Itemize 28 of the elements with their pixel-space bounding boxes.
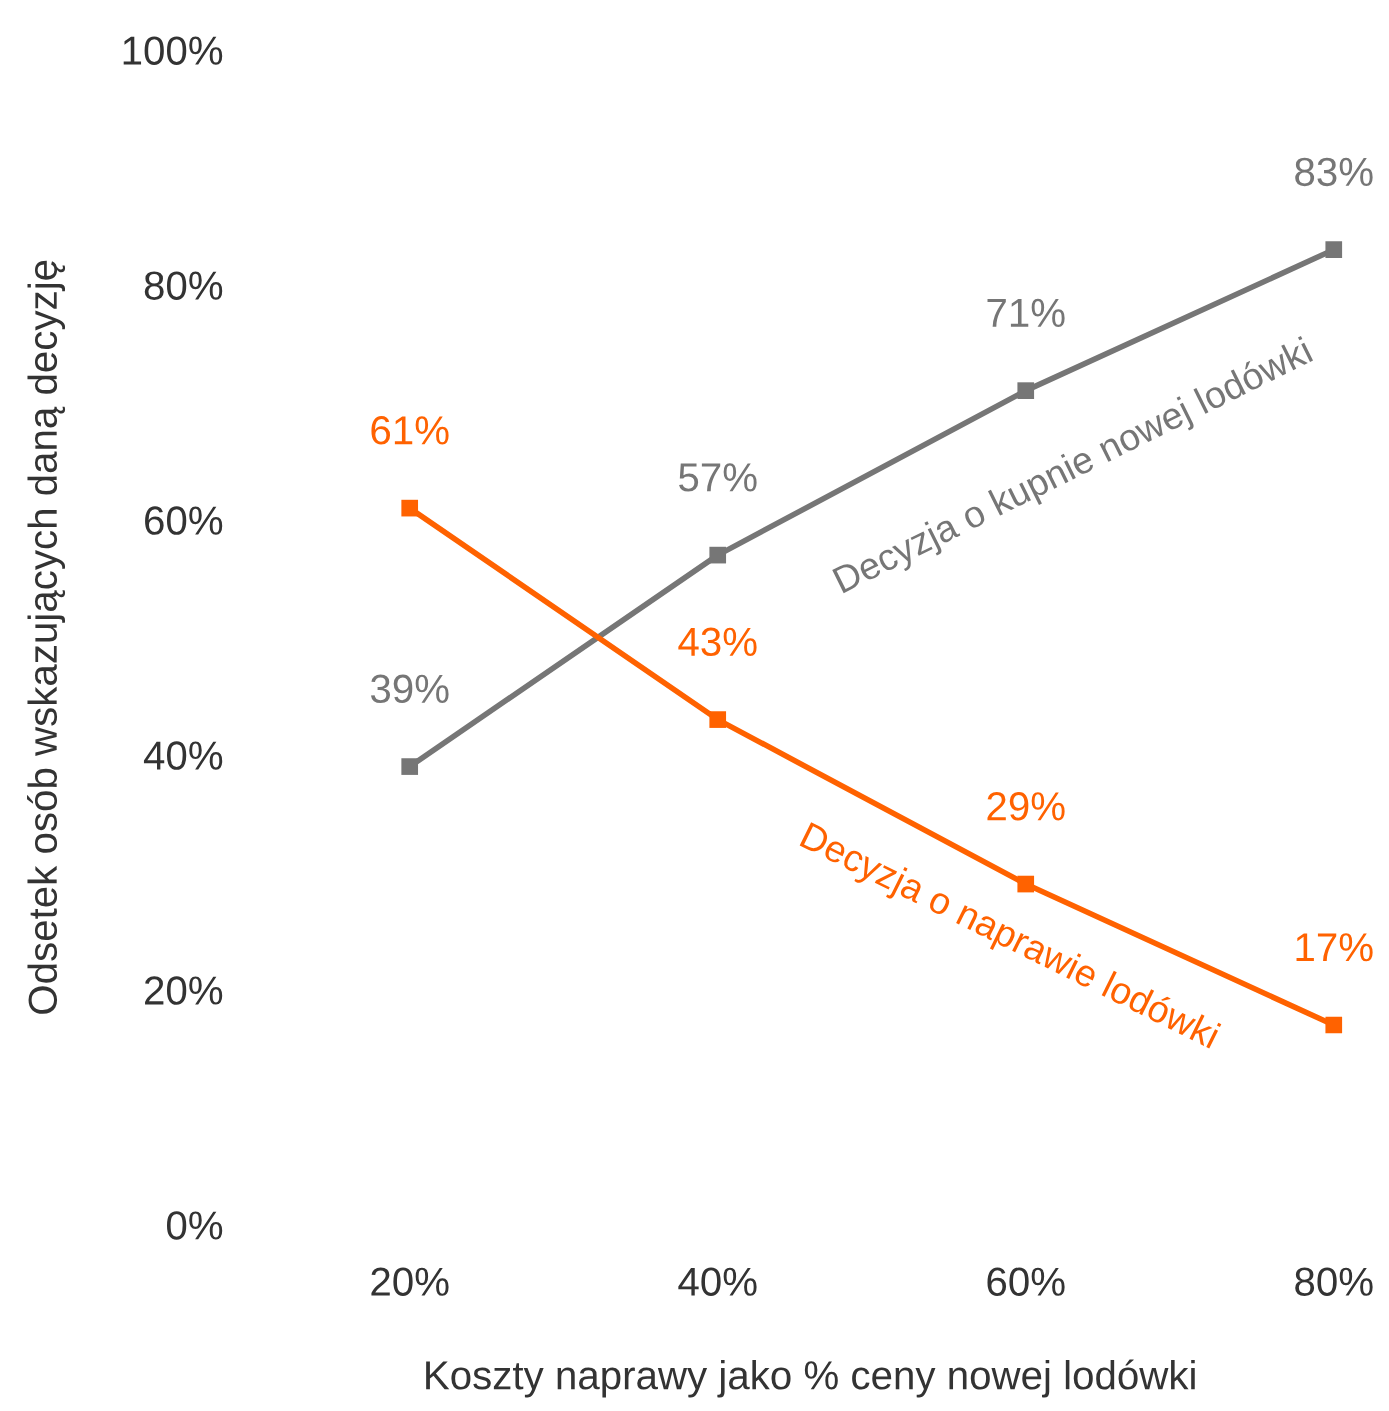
x-tick-label: 40% xyxy=(678,1267,757,1296)
x-tick-label: 20% xyxy=(371,1267,449,1296)
data-label: 71% xyxy=(987,298,1065,327)
point xyxy=(1325,1016,1343,1034)
point xyxy=(401,758,419,775)
x-tick-label: 80% xyxy=(1295,1267,1373,1296)
point xyxy=(709,546,727,564)
y-tick-label: 20% xyxy=(145,976,223,1005)
point xyxy=(709,711,727,728)
y-tick-label: 60% xyxy=(145,506,223,535)
data-label: 39% xyxy=(370,674,449,704)
y-tick-label: 100% xyxy=(123,36,223,65)
data-label: 43% xyxy=(678,627,757,657)
y-tick-label: 80% xyxy=(144,271,223,300)
y-tick-label: 0% xyxy=(166,1211,223,1240)
y-axis-title: Odsetek osób wskazujących daną decyzję xyxy=(27,260,66,1014)
data-label: 29% xyxy=(987,792,1065,821)
x-axis-title: Koszty naprawy jako % ceny nowej lodówki xyxy=(426,1359,1195,1398)
point xyxy=(401,499,419,517)
data-label: 61% xyxy=(371,416,449,445)
data-label: 57% xyxy=(679,463,757,492)
point xyxy=(1325,241,1343,258)
point xyxy=(1017,382,1035,399)
y-tick-label: 40% xyxy=(143,741,223,770)
point xyxy=(1017,875,1035,893)
x-tick-label: 60% xyxy=(987,1267,1065,1296)
data-label: 83% xyxy=(1295,157,1373,187)
data-label: 17% xyxy=(1296,933,1373,962)
